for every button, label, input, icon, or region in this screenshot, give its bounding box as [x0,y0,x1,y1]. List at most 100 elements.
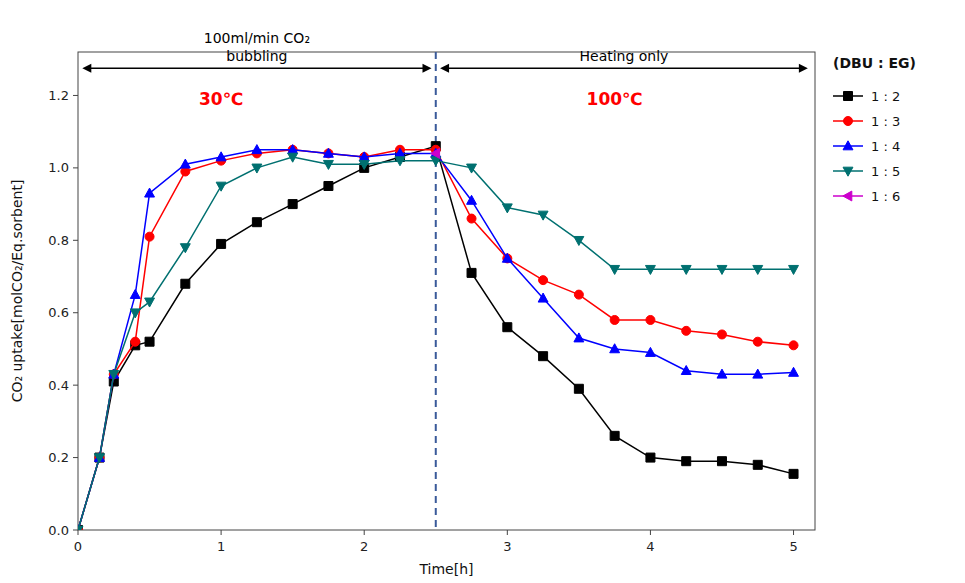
data-point [145,232,154,241]
data-point [252,218,261,227]
data-point [610,315,619,324]
legend-label: 1 : 5 [871,164,900,179]
legend-marker [844,92,853,101]
data-point [574,290,583,299]
data-point [610,265,620,274]
double-arrow [82,64,431,73]
data-point [252,164,262,173]
data-point [717,369,727,378]
data-point [539,276,548,285]
data-point [288,200,297,209]
data-point [645,347,655,356]
data-point [324,181,333,190]
data-point [359,160,369,169]
arrow-label: 100ml/min CO₂ [204,30,310,46]
x-tick [650,530,651,535]
data-point [503,323,512,332]
data-point [467,164,477,173]
data-point [789,367,799,376]
data-point [574,333,584,342]
y-axis-label: CO₂ uptake[molCO₂/Eq.sorbent] [9,180,25,403]
y-tick-label: 1.2 [48,88,69,103]
data-point [324,149,333,158]
data-point [130,309,140,318]
x-tick [364,530,365,535]
legend-label: 1 : 2 [871,89,900,104]
annotations: 100ml/min CO₂bubblingHeating only30℃100℃ [82,30,808,109]
data-point [180,244,190,253]
x-axis-label: Time[h] [418,561,473,577]
data-point [503,254,512,263]
x-tick-label: 2 [360,539,368,554]
data-point [574,236,584,245]
data-point [216,152,226,161]
data-point [789,341,798,350]
y-tick [73,312,78,313]
arrow-head [799,64,808,73]
y-tick [73,530,78,531]
data-point [323,160,333,169]
data-point [610,431,619,440]
y-tick-label: 1.0 [48,160,69,175]
data-point [682,326,691,335]
data-point [145,298,155,307]
x-tick-label: 1 [217,539,225,554]
legend-item: 1 : 6 [833,189,900,204]
legend-marker [843,167,853,176]
data-point [753,460,762,469]
data-point [538,293,548,302]
data-point [431,148,440,158]
chart: 0123450.00.20.40.60.81.01.2Time[h]CO₂ up… [0,0,965,583]
x-tick [221,530,222,535]
data-point [681,265,691,274]
data-point [538,211,548,220]
x-tick-label: 4 [646,539,654,554]
legend: (DBU : EG)1 : 21 : 31 : 41 : 51 : 6 [833,55,916,204]
series-line [78,157,794,530]
data-point [681,365,691,374]
data-point [395,157,405,166]
legend-marker [844,117,853,126]
data-point [180,159,190,168]
y-tick [73,457,78,458]
data-point [95,453,104,462]
data-point [753,337,762,346]
data-point [682,457,691,466]
data-point [610,344,620,353]
y-tick-label: 0.0 [48,523,69,538]
y-tick [73,385,78,386]
data-point [753,265,763,274]
data-point [789,469,798,478]
arrow-head [422,64,431,73]
legend-label: 1 : 3 [871,114,900,129]
y-tick-label: 0.6 [48,305,69,320]
arrow-head [82,64,91,73]
legend-marker [843,191,852,201]
data-point [645,265,655,274]
data-point [502,253,512,262]
arrow-shaft [90,68,423,70]
x-tick-label: 3 [503,539,511,554]
data-point [252,145,262,154]
data-point [395,148,405,157]
legend-item: 1 : 2 [833,89,900,104]
legend-label: 1 : 6 [871,189,900,204]
data-point [78,526,83,530]
arrow-shaft [448,68,800,70]
data-point [216,182,226,191]
arrow-head [440,64,449,73]
series-line [78,146,794,530]
data-point [130,289,140,298]
legend-item: 1 : 5 [833,164,900,179]
data-point [502,204,512,213]
x-tick [78,530,79,535]
series [431,148,440,158]
x-tick [793,530,794,535]
legend-item: 1 : 3 [833,114,900,129]
y-tick [73,95,78,96]
annotation: 30℃ [199,89,243,109]
series-line [78,150,794,530]
data-point [217,239,226,248]
double-arrow [440,64,808,73]
y-tick-label: 0.2 [48,450,69,465]
